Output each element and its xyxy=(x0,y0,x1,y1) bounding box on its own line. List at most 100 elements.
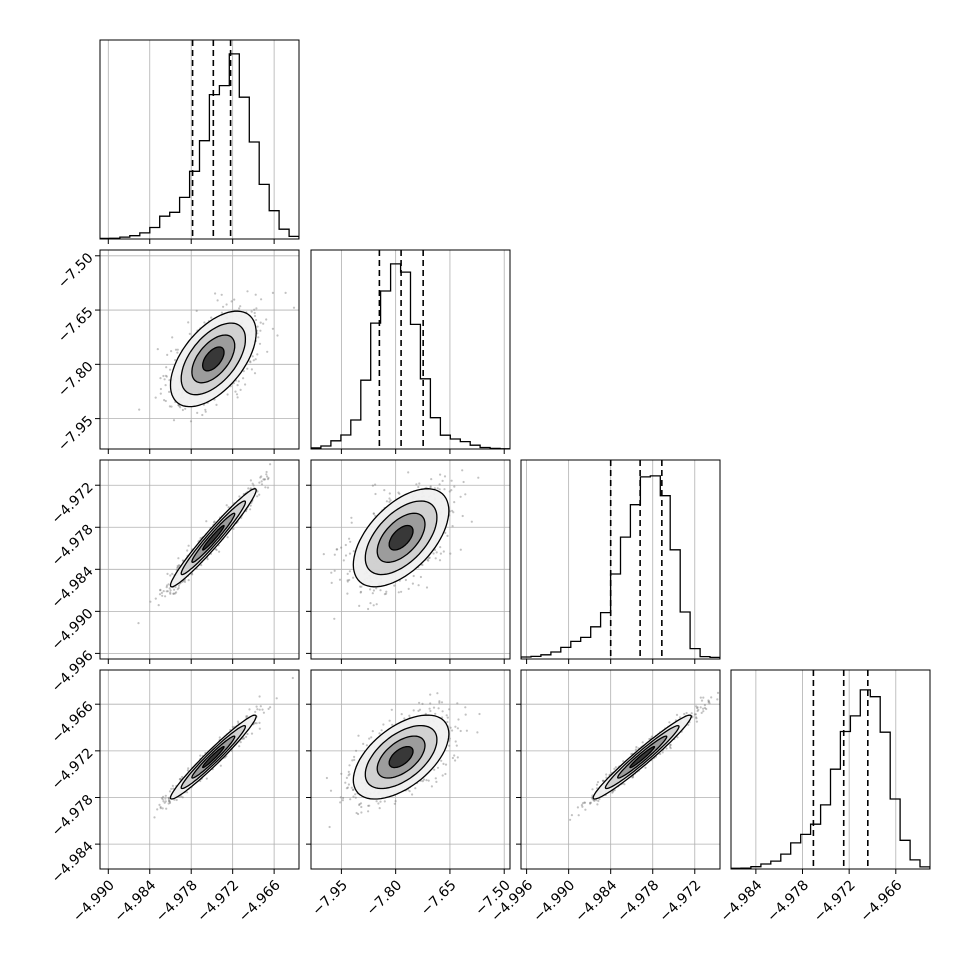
sample-point xyxy=(424,712,427,715)
sample-point xyxy=(216,299,219,302)
sample-point xyxy=(138,408,141,411)
y-tick-label: −4.978 xyxy=(49,792,97,840)
sample-point xyxy=(421,563,424,567)
sample-point xyxy=(168,790,172,793)
sample-point xyxy=(236,720,240,723)
sample-point xyxy=(351,759,354,762)
sample-point xyxy=(367,804,370,807)
sample-point xyxy=(266,475,269,478)
sample-point xyxy=(360,811,363,814)
sample-point xyxy=(439,552,442,555)
sample-point xyxy=(352,550,355,553)
sample-point xyxy=(260,475,263,478)
sample-point xyxy=(434,557,437,560)
sample-point xyxy=(422,778,426,781)
sample-point xyxy=(428,707,431,710)
sample-point xyxy=(397,591,400,594)
sample-point xyxy=(589,801,593,804)
sample-point xyxy=(354,793,357,796)
sample-point xyxy=(448,708,451,711)
y-tick-label: −4.966 xyxy=(49,698,97,746)
sample-point xyxy=(234,390,237,393)
sample-point xyxy=(593,799,596,803)
sample-point xyxy=(262,711,265,714)
sample-point xyxy=(164,797,167,800)
sample-point xyxy=(199,754,202,757)
sample-point xyxy=(336,548,339,551)
sample-point xyxy=(265,318,268,321)
sample-point xyxy=(181,408,184,412)
sample-point xyxy=(253,372,257,375)
sample-point xyxy=(383,800,386,803)
sample-point xyxy=(440,701,444,704)
sample-point xyxy=(448,737,451,740)
sample-point xyxy=(265,470,268,474)
sample-point xyxy=(441,774,444,777)
sample-point xyxy=(149,600,152,603)
sample-point xyxy=(716,698,719,701)
sample-point xyxy=(454,759,457,762)
sample-point xyxy=(165,807,168,810)
sample-point xyxy=(203,321,206,324)
histogram-panel-1 xyxy=(310,249,511,454)
sample-point xyxy=(418,701,421,704)
sample-point xyxy=(611,790,615,793)
y-tick-label: −7.65 xyxy=(55,304,97,346)
sample-point xyxy=(341,799,344,802)
sample-point xyxy=(367,810,370,813)
sample-point xyxy=(259,476,262,479)
sample-point xyxy=(264,486,267,489)
x-tick-label: −7.65 xyxy=(418,877,460,919)
sample-point xyxy=(231,725,234,729)
sample-point xyxy=(325,776,328,780)
sample-point xyxy=(383,489,386,492)
sample-point xyxy=(329,789,333,792)
sample-point xyxy=(589,801,592,804)
sample-point xyxy=(227,506,230,509)
sample-point xyxy=(330,571,333,574)
axes-frame xyxy=(310,249,511,450)
sample-point xyxy=(457,718,460,721)
sample-point xyxy=(215,548,218,552)
sample-point xyxy=(345,776,348,780)
sample-point xyxy=(370,736,373,739)
sample-point xyxy=(175,591,178,594)
sample-point xyxy=(339,796,342,799)
sample-point xyxy=(170,350,173,353)
sample-point xyxy=(427,559,430,562)
sample-point xyxy=(165,584,169,587)
sample-point xyxy=(168,799,171,803)
sample-point xyxy=(432,552,435,555)
scatter-panel-2-0 xyxy=(95,459,300,664)
contour-line xyxy=(352,488,450,588)
sample-point xyxy=(342,796,345,800)
sample-point xyxy=(339,801,342,804)
sample-point xyxy=(365,744,368,747)
sample-point xyxy=(433,768,436,771)
sample-point xyxy=(641,741,644,744)
sample-point xyxy=(168,405,171,408)
sample-point xyxy=(346,579,349,582)
sample-point xyxy=(254,293,257,296)
sample-point xyxy=(156,808,159,811)
sample-point xyxy=(249,508,252,511)
sample-point xyxy=(388,719,391,722)
sample-point xyxy=(347,783,350,786)
sample-point xyxy=(417,709,420,713)
axes-frame xyxy=(310,459,511,660)
sample-point xyxy=(372,512,375,515)
sample-point xyxy=(434,777,437,780)
sample-point xyxy=(352,795,355,798)
sample-point xyxy=(161,798,164,801)
sample-point xyxy=(367,607,370,611)
axes-frame xyxy=(520,459,721,660)
sample-point xyxy=(430,478,433,481)
sample-point xyxy=(174,592,177,595)
sample-point xyxy=(351,788,355,792)
x-tick-label: −4.990 xyxy=(70,877,118,925)
sample-point xyxy=(172,419,176,422)
sample-point xyxy=(453,754,456,757)
sample-point xyxy=(359,585,362,588)
sample-point xyxy=(169,589,172,592)
sample-point xyxy=(271,291,274,294)
